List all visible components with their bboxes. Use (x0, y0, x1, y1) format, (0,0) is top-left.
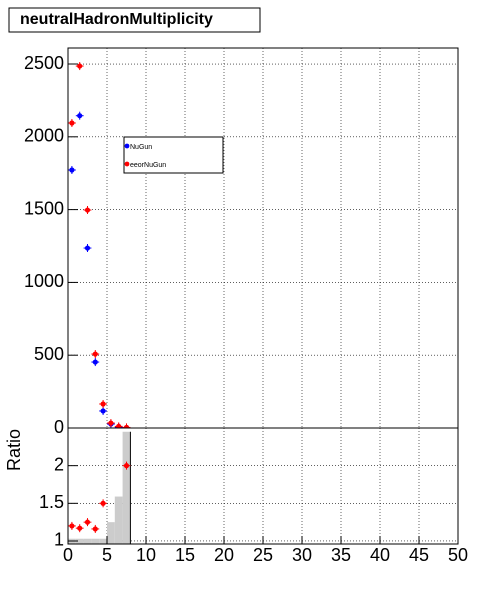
x-tick-label: 5 (102, 545, 112, 565)
x-tick-label: 0 (63, 545, 73, 565)
histogram-bar (99, 538, 107, 544)
y-tick-label: 2000 (24, 126, 64, 146)
data-point (77, 63, 83, 69)
histogram-bar (114, 496, 123, 544)
legend-label: eeorNuGun (130, 162, 166, 169)
histogram-bar (75, 538, 84, 544)
data-point (84, 207, 91, 213)
x-tick-label: 50 (448, 545, 468, 565)
histogram-bar (83, 538, 92, 544)
legend-box (123, 136, 224, 174)
x-tick-label: 25 (253, 545, 273, 565)
data-point (92, 526, 98, 532)
data-point (84, 519, 91, 525)
data-point (69, 120, 75, 126)
data-point (123, 463, 130, 469)
title-box (8, 7, 261, 33)
data-point (108, 420, 114, 426)
x-tick-label: 15 (175, 545, 195, 565)
y-tick-label: 2500 (24, 53, 64, 73)
y-tick-label: 1.5 (39, 492, 64, 512)
y-tick-label: 1500 (24, 198, 64, 218)
chart-title: neutralHadronMultiplicity (20, 11, 213, 28)
data-point (92, 351, 98, 357)
data-point (84, 245, 91, 251)
legend-label: NuGun (130, 144, 152, 151)
x-tick-label: 45 (409, 545, 429, 565)
legend-marker (124, 161, 130, 167)
x-tick-label: 35 (331, 545, 351, 565)
y-tick-label: 0 (54, 417, 64, 437)
legend-marker (124, 143, 130, 149)
data-point (77, 525, 83, 531)
data-point (100, 500, 106, 506)
data-point (100, 401, 106, 407)
data-point (92, 359, 98, 365)
data-point (69, 167, 75, 173)
histogram-bar (91, 538, 100, 544)
x-tick-label: 10 (136, 545, 156, 565)
data-point (100, 408, 106, 414)
y-tick-label: 2 (54, 454, 64, 474)
histogram-bar (122, 431, 131, 544)
data-point (77, 113, 83, 119)
y-tick-label: 500 (34, 344, 64, 364)
data-point (69, 523, 75, 529)
y-tick-label: 1000 (24, 271, 64, 291)
x-tick-label: 30 (292, 545, 312, 565)
histogram-bar (107, 522, 115, 544)
y-tick-label: 1 (54, 530, 64, 550)
x-tick-label: 40 (370, 545, 390, 565)
x-tick-label: 20 (214, 545, 234, 565)
y-axis-label: Ratio (4, 429, 24, 471)
